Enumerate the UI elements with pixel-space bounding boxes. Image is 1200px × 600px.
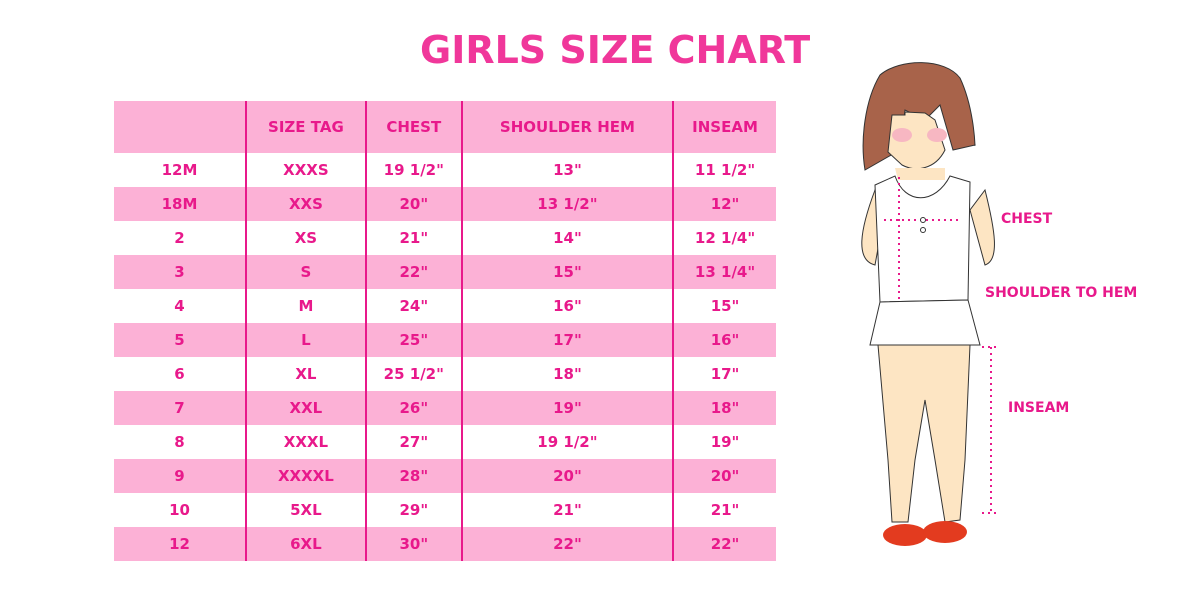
table-cell: 16"	[460, 289, 674, 323]
table-header: SIZE TAG CHEST SHOULDER HEM INSEAM	[114, 101, 776, 153]
table-cell: 16"	[672, 323, 776, 357]
header-cell: INSEAM	[672, 101, 776, 153]
table-cell: 8	[114, 425, 246, 459]
table-row: 12 6XL 30" 22" 22"	[114, 527, 776, 561]
table-cell: 6XL	[245, 527, 366, 561]
table-row: 10 5XL 29" 21" 21"	[114, 493, 776, 527]
table-cell: 18"	[672, 391, 776, 425]
table-cell: 12M	[114, 153, 246, 187]
table-cell: XXL	[245, 391, 366, 425]
chest-label: CHEST	[1001, 211, 1053, 227]
table-row: 5 L 25" 17" 16"	[114, 323, 776, 357]
table-cell: 22"	[460, 527, 674, 561]
table-cell: 4	[114, 289, 246, 323]
table-cell: 5XL	[245, 493, 366, 527]
table-cell: S	[245, 255, 366, 289]
table-row: 8 XXXL 27" 19 1/2" 19"	[114, 425, 776, 459]
table-cell: 15"	[672, 289, 776, 323]
table-cell: 11 1/2"	[672, 153, 776, 187]
table-cell: 21"	[672, 493, 776, 527]
girl-illustration	[861, 62, 997, 546]
table-cell: 3	[114, 255, 246, 289]
table-cell: 25"	[364, 323, 462, 357]
table-cell: 27"	[364, 425, 462, 459]
table-cell: M	[245, 289, 366, 323]
table-cell: 19 1/2"	[460, 425, 674, 459]
table-cell: 30"	[364, 527, 462, 561]
table-cell: 19"	[460, 391, 674, 425]
table-row: 4 M 24" 16" 15"	[114, 289, 776, 323]
page-title: GIRLS SIZE CHART	[420, 28, 811, 72]
table-cell: 12 1/4"	[672, 221, 776, 255]
table-cell: 17"	[672, 357, 776, 391]
table-cell: XL	[245, 357, 366, 391]
table-cell: 24"	[364, 289, 462, 323]
table-cell: XXXXL	[245, 459, 366, 493]
table-cell: 12"	[672, 187, 776, 221]
table-row: 18M XXS 20" 13 1/2" 12"	[114, 187, 776, 221]
table-row: 6 XL 25 1/2" 18" 17"	[114, 357, 776, 391]
table-cell: 6	[114, 357, 246, 391]
header-cell	[114, 101, 246, 153]
table-cell: 21"	[460, 493, 674, 527]
table-cell: 13 1/4"	[672, 255, 776, 289]
table-cell: 25 1/2"	[364, 357, 462, 391]
header-cell: SIZE TAG	[245, 101, 366, 153]
table-cell: 28"	[364, 459, 462, 493]
table-cell: 12	[114, 527, 246, 561]
shoulder-to-hem-label: SHOULDER TO HEM	[985, 285, 1138, 301]
table-cell: 18M	[114, 187, 246, 221]
table-cell: XXXS	[245, 153, 366, 187]
table-cell: 5	[114, 323, 246, 357]
table-cell: 7	[114, 391, 246, 425]
table-cell: XS	[245, 221, 366, 255]
table-cell: 9	[114, 459, 246, 493]
table-row: 12M XXXS 19 1/2" 13" 11 1/2"	[114, 153, 776, 187]
table-cell: XXS	[245, 187, 366, 221]
table-cell: 10	[114, 493, 246, 527]
table-cell: XXXL	[245, 425, 366, 459]
inseam-label: INSEAM	[1008, 400, 1070, 416]
table-cell: 22"	[364, 255, 462, 289]
table-cell: 21"	[364, 221, 462, 255]
size-table: SIZE TAG CHEST SHOULDER HEM INSEAM 12M XXXS 19…	[114, 101, 776, 561]
header-cell: CHEST	[364, 101, 462, 153]
table-cell: 18"	[460, 357, 674, 391]
table-cell: 15"	[460, 255, 674, 289]
table-row: 3 S 22" 15" 13 1/4"	[114, 255, 776, 289]
table-cell: 20"	[364, 187, 462, 221]
table-row: 9 XXXXL 28" 20" 20"	[114, 459, 776, 493]
table-cell: 29"	[364, 493, 462, 527]
table-row: 7 XXL 26" 19" 18"	[114, 391, 776, 425]
table-cell: 2	[114, 221, 246, 255]
table-row: 2 XS 21" 14" 12 1/4"	[114, 221, 776, 255]
table-cell: 20"	[672, 459, 776, 493]
table-cell: 22"	[672, 527, 776, 561]
table-cell: L	[245, 323, 366, 357]
header-cell: SHOULDER HEM	[460, 101, 674, 153]
table-cell: 19 1/2"	[364, 153, 462, 187]
table-cell: 13 1/2"	[460, 187, 674, 221]
table-cell: 14"	[460, 221, 674, 255]
table-cell: 26"	[364, 391, 462, 425]
table-cell: 19"	[672, 425, 776, 459]
table-cell: 20"	[460, 459, 674, 493]
table-cell: 17"	[460, 323, 674, 357]
table-cell: 13"	[460, 153, 674, 187]
